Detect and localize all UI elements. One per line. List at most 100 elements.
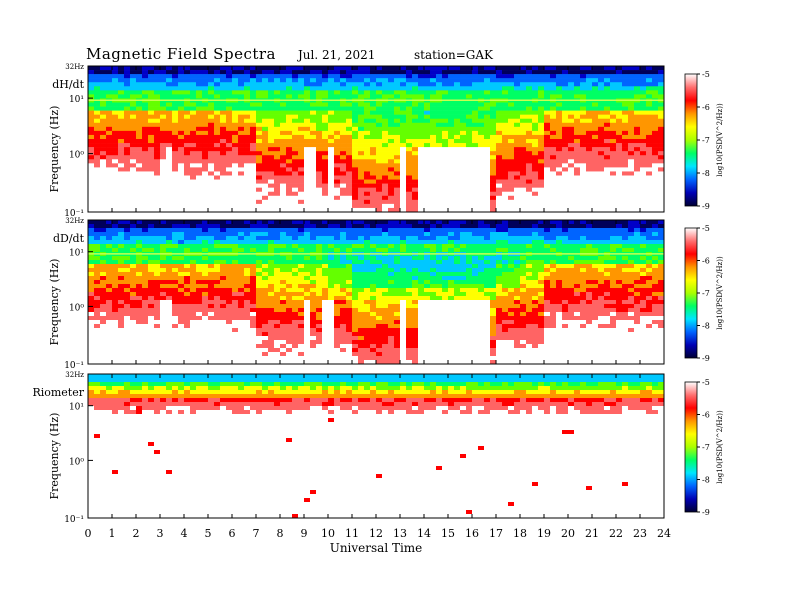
heatmap-cell [622, 94, 629, 99]
heatmap-cell [616, 183, 623, 188]
heatmap-cell [190, 312, 197, 317]
heatmap-cell [658, 187, 665, 193]
heatmap-cell [370, 151, 377, 156]
heatmap-cell [220, 163, 227, 168]
heatmap-cell [574, 159, 581, 164]
heatmap-cell [172, 260, 179, 265]
heatmap-cell [160, 191, 167, 197]
heatmap-cell [376, 191, 383, 197]
heatmap-cell [124, 308, 131, 313]
heatmap-cell [124, 139, 131, 144]
heatmap-cell [232, 86, 239, 91]
heatmap-cell [436, 82, 443, 87]
heatmap-cell [148, 228, 155, 233]
heatmap-cell [286, 114, 293, 120]
heatmap-cell [136, 312, 143, 317]
heatmap-cell [136, 187, 143, 193]
heatmap-cell [88, 344, 95, 349]
heatmap-cell [382, 139, 389, 144]
heatmap-cell [508, 147, 515, 152]
heatmap-cell [208, 240, 215, 245]
heatmap-cell [532, 74, 539, 79]
heatmap-cell [616, 191, 623, 197]
heatmap-cell [418, 94, 425, 99]
heatmap-cell [286, 159, 293, 164]
heatmap-cell [550, 70, 557, 75]
heatmap-cell [424, 139, 431, 144]
heatmap-cell [568, 171, 575, 176]
heatmap-cell [250, 207, 257, 213]
heatmap-cell [640, 70, 647, 75]
heatmap-cell [208, 236, 215, 241]
heatmap-cell [406, 191, 413, 197]
heatmap-cell [640, 167, 647, 172]
heatmap-cell [334, 195, 341, 201]
heatmap-cell [184, 308, 191, 313]
heatmap-cell [178, 114, 185, 120]
heatmap-cell [322, 292, 329, 297]
heatmap-cell [94, 220, 101, 225]
heatmap-cell [148, 114, 155, 120]
heatmap-cell [520, 82, 527, 87]
heatmap-cell [178, 264, 185, 269]
heatmap-cell [286, 236, 293, 241]
heatmap-cell [262, 292, 269, 297]
heatmap-cell [610, 86, 617, 91]
heatmap-cell [202, 82, 209, 87]
heatmap-cell [160, 106, 167, 111]
heatmap-cell [418, 139, 425, 144]
heatmap-cell [178, 191, 185, 197]
heatmap-cell [508, 163, 515, 168]
heatmap-cell [646, 90, 653, 95]
heatmap-cell [568, 130, 575, 136]
heatmap-cell [616, 163, 623, 168]
heatmap-cell [88, 348, 95, 353]
heatmap-cell [280, 300, 287, 305]
heatmap-cell [184, 224, 191, 229]
heatmap-cell [436, 139, 443, 144]
heatmap-cell [298, 187, 305, 193]
heatmap-cell [298, 220, 305, 225]
heatmap-cell [106, 70, 113, 75]
heatmap-cell [238, 179, 245, 184]
heatmap-cell [172, 296, 179, 301]
heatmap-cell [154, 122, 161, 128]
heatmap-cell [274, 328, 281, 333]
heatmap-cell [388, 66, 395, 71]
heatmap-cell [232, 284, 239, 289]
heatmap-cell [208, 114, 215, 120]
heatmap-cell [190, 155, 197, 160]
heatmap-cell [88, 312, 95, 317]
heatmap-cell [208, 66, 215, 71]
heatmap-cell [136, 175, 143, 180]
heatmap-cell [562, 163, 569, 168]
heatmap-cell [448, 82, 455, 87]
heatmap-cell [154, 288, 161, 293]
heatmap-cell [634, 199, 641, 205]
heatmap-cell [262, 106, 269, 111]
heatmap-cell [568, 195, 575, 201]
heatmap-cell [460, 66, 467, 71]
heatmap-cell [484, 163, 491, 168]
heatmap-cell [628, 86, 635, 91]
heatmap-cell [532, 195, 539, 201]
heatmap-cell [652, 66, 659, 71]
heatmap-cell [220, 187, 227, 193]
heatmap-cell [196, 288, 203, 293]
heatmap-cell [148, 256, 155, 261]
heatmap-cell [526, 130, 533, 136]
heatmap-cell [364, 134, 371, 140]
heatmap-cell [166, 224, 173, 229]
heatmap-cell [352, 114, 359, 120]
heatmap-cell [268, 228, 275, 233]
heatmap-cell [316, 187, 323, 193]
heatmap-cell [160, 187, 167, 193]
heatmap-cell [652, 130, 659, 136]
heatmap-cell [514, 171, 521, 176]
heatmap-cell [118, 126, 125, 132]
heatmap-cell [436, 175, 443, 180]
heatmap-cell [130, 102, 137, 107]
heatmap-cell [220, 264, 227, 269]
heatmap-cell [112, 106, 119, 111]
heatmap-cell [424, 163, 431, 168]
